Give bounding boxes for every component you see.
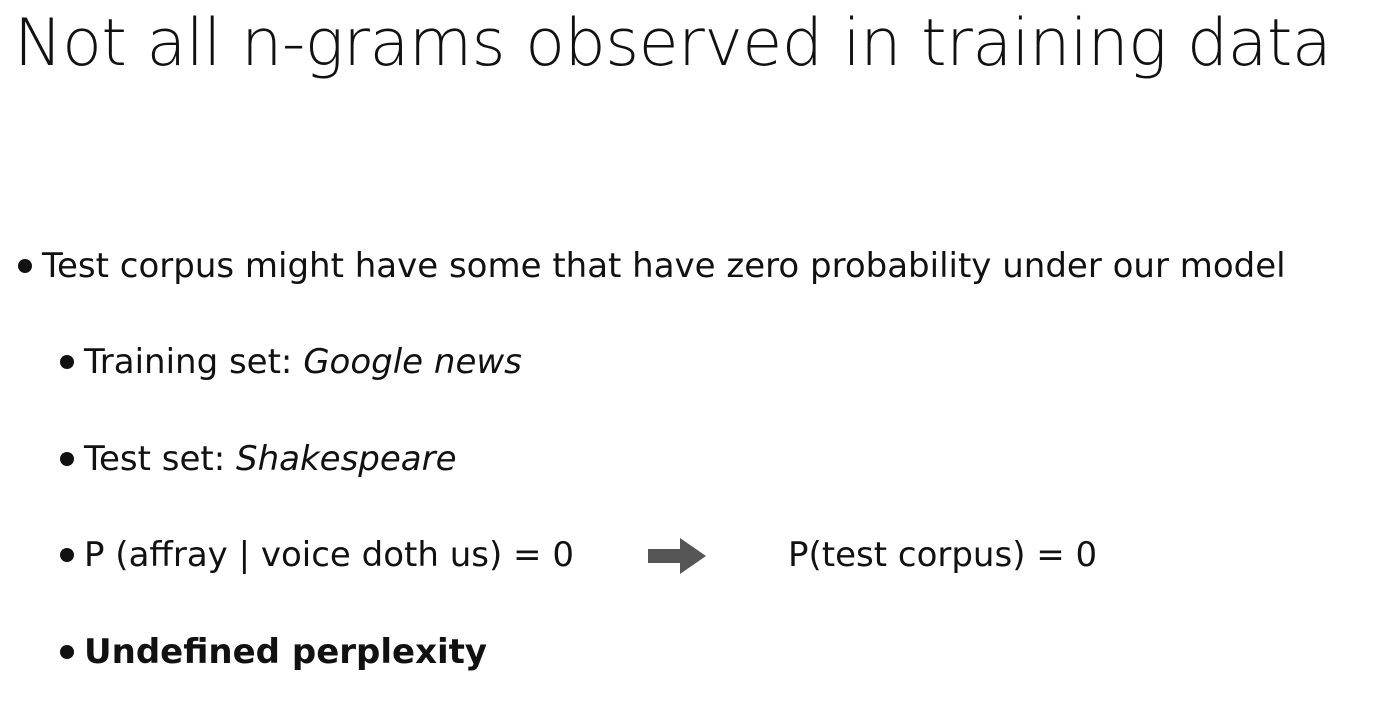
test-set-value: Shakespeare — [236, 439, 457, 479]
bullet-main-text: Test corpus might have some that have ze… — [42, 246, 1286, 286]
right-arrow-icon — [648, 538, 706, 574]
bullet-dot-icon — [60, 355, 74, 369]
training-set-label: Training set: — [84, 342, 304, 382]
bullet-test-set: Test set: Shakespeare — [60, 437, 457, 481]
bullet-dot-icon — [60, 452, 74, 466]
bullet-dot-icon — [60, 645, 74, 659]
bullet-dot-icon — [60, 548, 74, 562]
probability-left-text: P (affray | voice doth us) = 0 — [84, 535, 574, 575]
bullet-training-set: Training set: Google news — [60, 340, 522, 384]
test-set-label: Test set: — [84, 439, 236, 479]
conclusion-text: Undefined perplexity — [84, 632, 488, 672]
training-set-value: Google news — [303, 342, 522, 382]
bullet-conclusion: Undefined perplexity — [60, 630, 487, 674]
probability-right-text: P(test corpus) = 0 — [788, 535, 1098, 575]
bullet-main: Test corpus might have some that have ze… — [18, 244, 1286, 288]
bullet-dot-icon — [18, 259, 32, 273]
bullet-probability: P (affray | voice doth us) = 0 — [60, 533, 574, 577]
slide-title: Not all n-grams observed in training dat… — [14, 6, 1332, 81]
